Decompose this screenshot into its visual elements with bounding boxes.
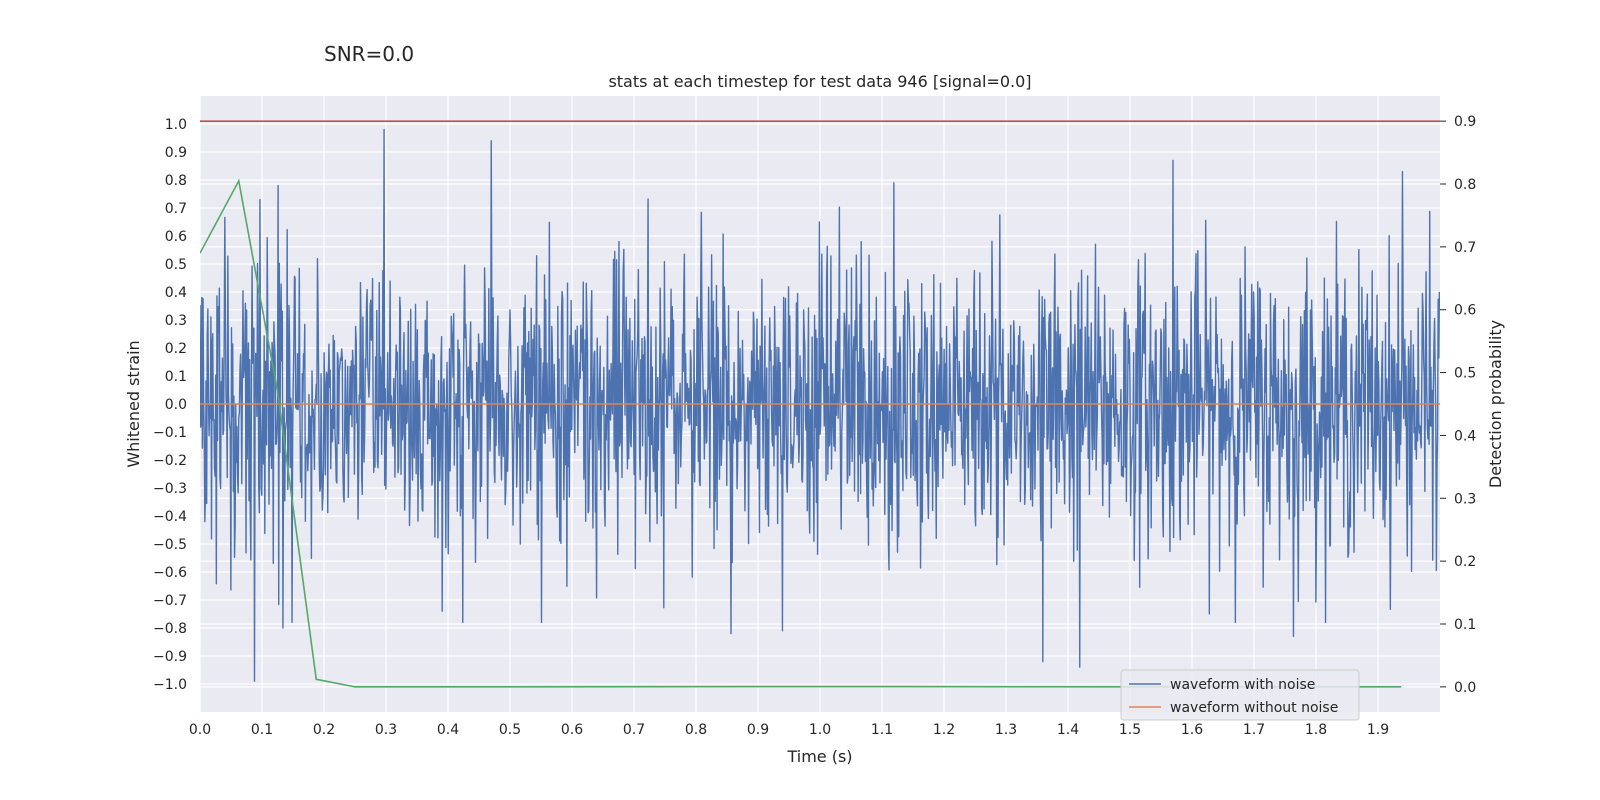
- y-tick-label: −0.8: [153, 621, 187, 637]
- series-waveform-with-noise: [200, 128, 1440, 682]
- y-axis-right-label: Detection probability: [1486, 320, 1505, 488]
- y-right-tick-label: 0.3: [1454, 491, 1476, 507]
- x-tick-label: 0.0: [189, 722, 211, 738]
- figure-suptitle: SNR=0.0: [324, 42, 414, 66]
- y-tick-label: −0.1: [153, 425, 187, 441]
- x-tick-label: 0.3: [375, 722, 397, 738]
- y-tick-label: −0.7: [153, 593, 187, 609]
- y-tick-label: 0.4: [165, 285, 187, 301]
- legend-label-waveform-without-noise: waveform without noise: [1170, 700, 1338, 716]
- y-right-tick-label: 0.6: [1454, 303, 1476, 319]
- legend-label-waveform-with-noise: waveform with noise: [1170, 677, 1315, 693]
- y-tick-label: 0.6: [165, 229, 187, 245]
- y-right-tick-label: 0.1: [1454, 617, 1476, 633]
- x-tick-label: 1.5: [1119, 722, 1141, 738]
- y-tick-label: 0.3: [165, 313, 187, 329]
- x-tick-label: 1.9: [1367, 722, 1389, 738]
- y-tick-label: −0.3: [153, 481, 187, 497]
- x-tick-label: 0.2: [313, 722, 335, 738]
- y-right-tick-label: 0.5: [1454, 366, 1476, 382]
- x-tick-label: 0.4: [437, 722, 459, 738]
- x-tick-label: 1.6: [1181, 722, 1203, 738]
- x-tick-label: 1.7: [1243, 722, 1265, 738]
- x-tick-label: 0.7: [623, 722, 645, 738]
- x-tick-label: 1.3: [995, 722, 1017, 738]
- x-tick-label: 1.8: [1305, 722, 1327, 738]
- x-tick-label: 0.8: [685, 722, 707, 738]
- legend-box: [1120, 669, 1360, 721]
- legend: waveform with noise waveform without noi…: [1120, 669, 1360, 721]
- y-tick-label: −0.6: [153, 565, 187, 581]
- y-tick-label: −0.2: [153, 453, 187, 469]
- y-right-tick-label: 0.0: [1454, 680, 1476, 696]
- ticks-layer: 0.0 0.1 0.2 0.3 0.4 0.5 0.6 0.7 0.8 0.9 1.0 1.1 1.2 1…: [153, 114, 1476, 738]
- y-right-tick-label: 0.7: [1454, 240, 1476, 256]
- y-right-tick-label: 0.9: [1454, 114, 1476, 130]
- y-tick-label: 0.5: [165, 257, 187, 273]
- x-tick-label: 0.5: [499, 722, 521, 738]
- y-tick-label: −1.0: [153, 677, 187, 693]
- chart-title: stats at each timestep for test data 946…: [608, 72, 1031, 91]
- y-tick-label: 0.9: [165, 145, 187, 161]
- y-tick-label: −0.9: [153, 649, 187, 665]
- x-tick-label: 1.4: [1057, 722, 1079, 738]
- y-tick-label: 0.7: [165, 201, 187, 217]
- y-right-tick-label: 0.2: [1454, 554, 1476, 570]
- y-tick-label: 0.2: [165, 341, 187, 357]
- y-tick-label: 0.1: [165, 369, 187, 385]
- y-tick-label: −0.4: [153, 509, 187, 525]
- x-tick-label: 0.9: [747, 722, 769, 738]
- y-tick-label: 0.8: [165, 173, 187, 189]
- y-axis-label: Whitened strain: [124, 340, 143, 467]
- y-right-tick-label: 0.4: [1454, 428, 1476, 444]
- y-tick-label: 0.0: [165, 397, 187, 413]
- y-tick-label: 1.0: [165, 117, 187, 133]
- y-right-tick-label: 0.8: [1454, 177, 1476, 193]
- x-tick-label: 1.1: [871, 722, 893, 738]
- x-tick-label: 0.1: [251, 722, 273, 738]
- y-tick-label: −0.5: [153, 537, 187, 553]
- x-axis-label: Time (s): [786, 747, 852, 766]
- x-tick-label: 1.0: [809, 722, 831, 738]
- x-tick-label: 0.6: [561, 722, 583, 738]
- series-layer: [200, 120, 1440, 688]
- series-detection-probability: [200, 178, 1402, 688]
- x-tick-label: 1.2: [933, 722, 955, 738]
